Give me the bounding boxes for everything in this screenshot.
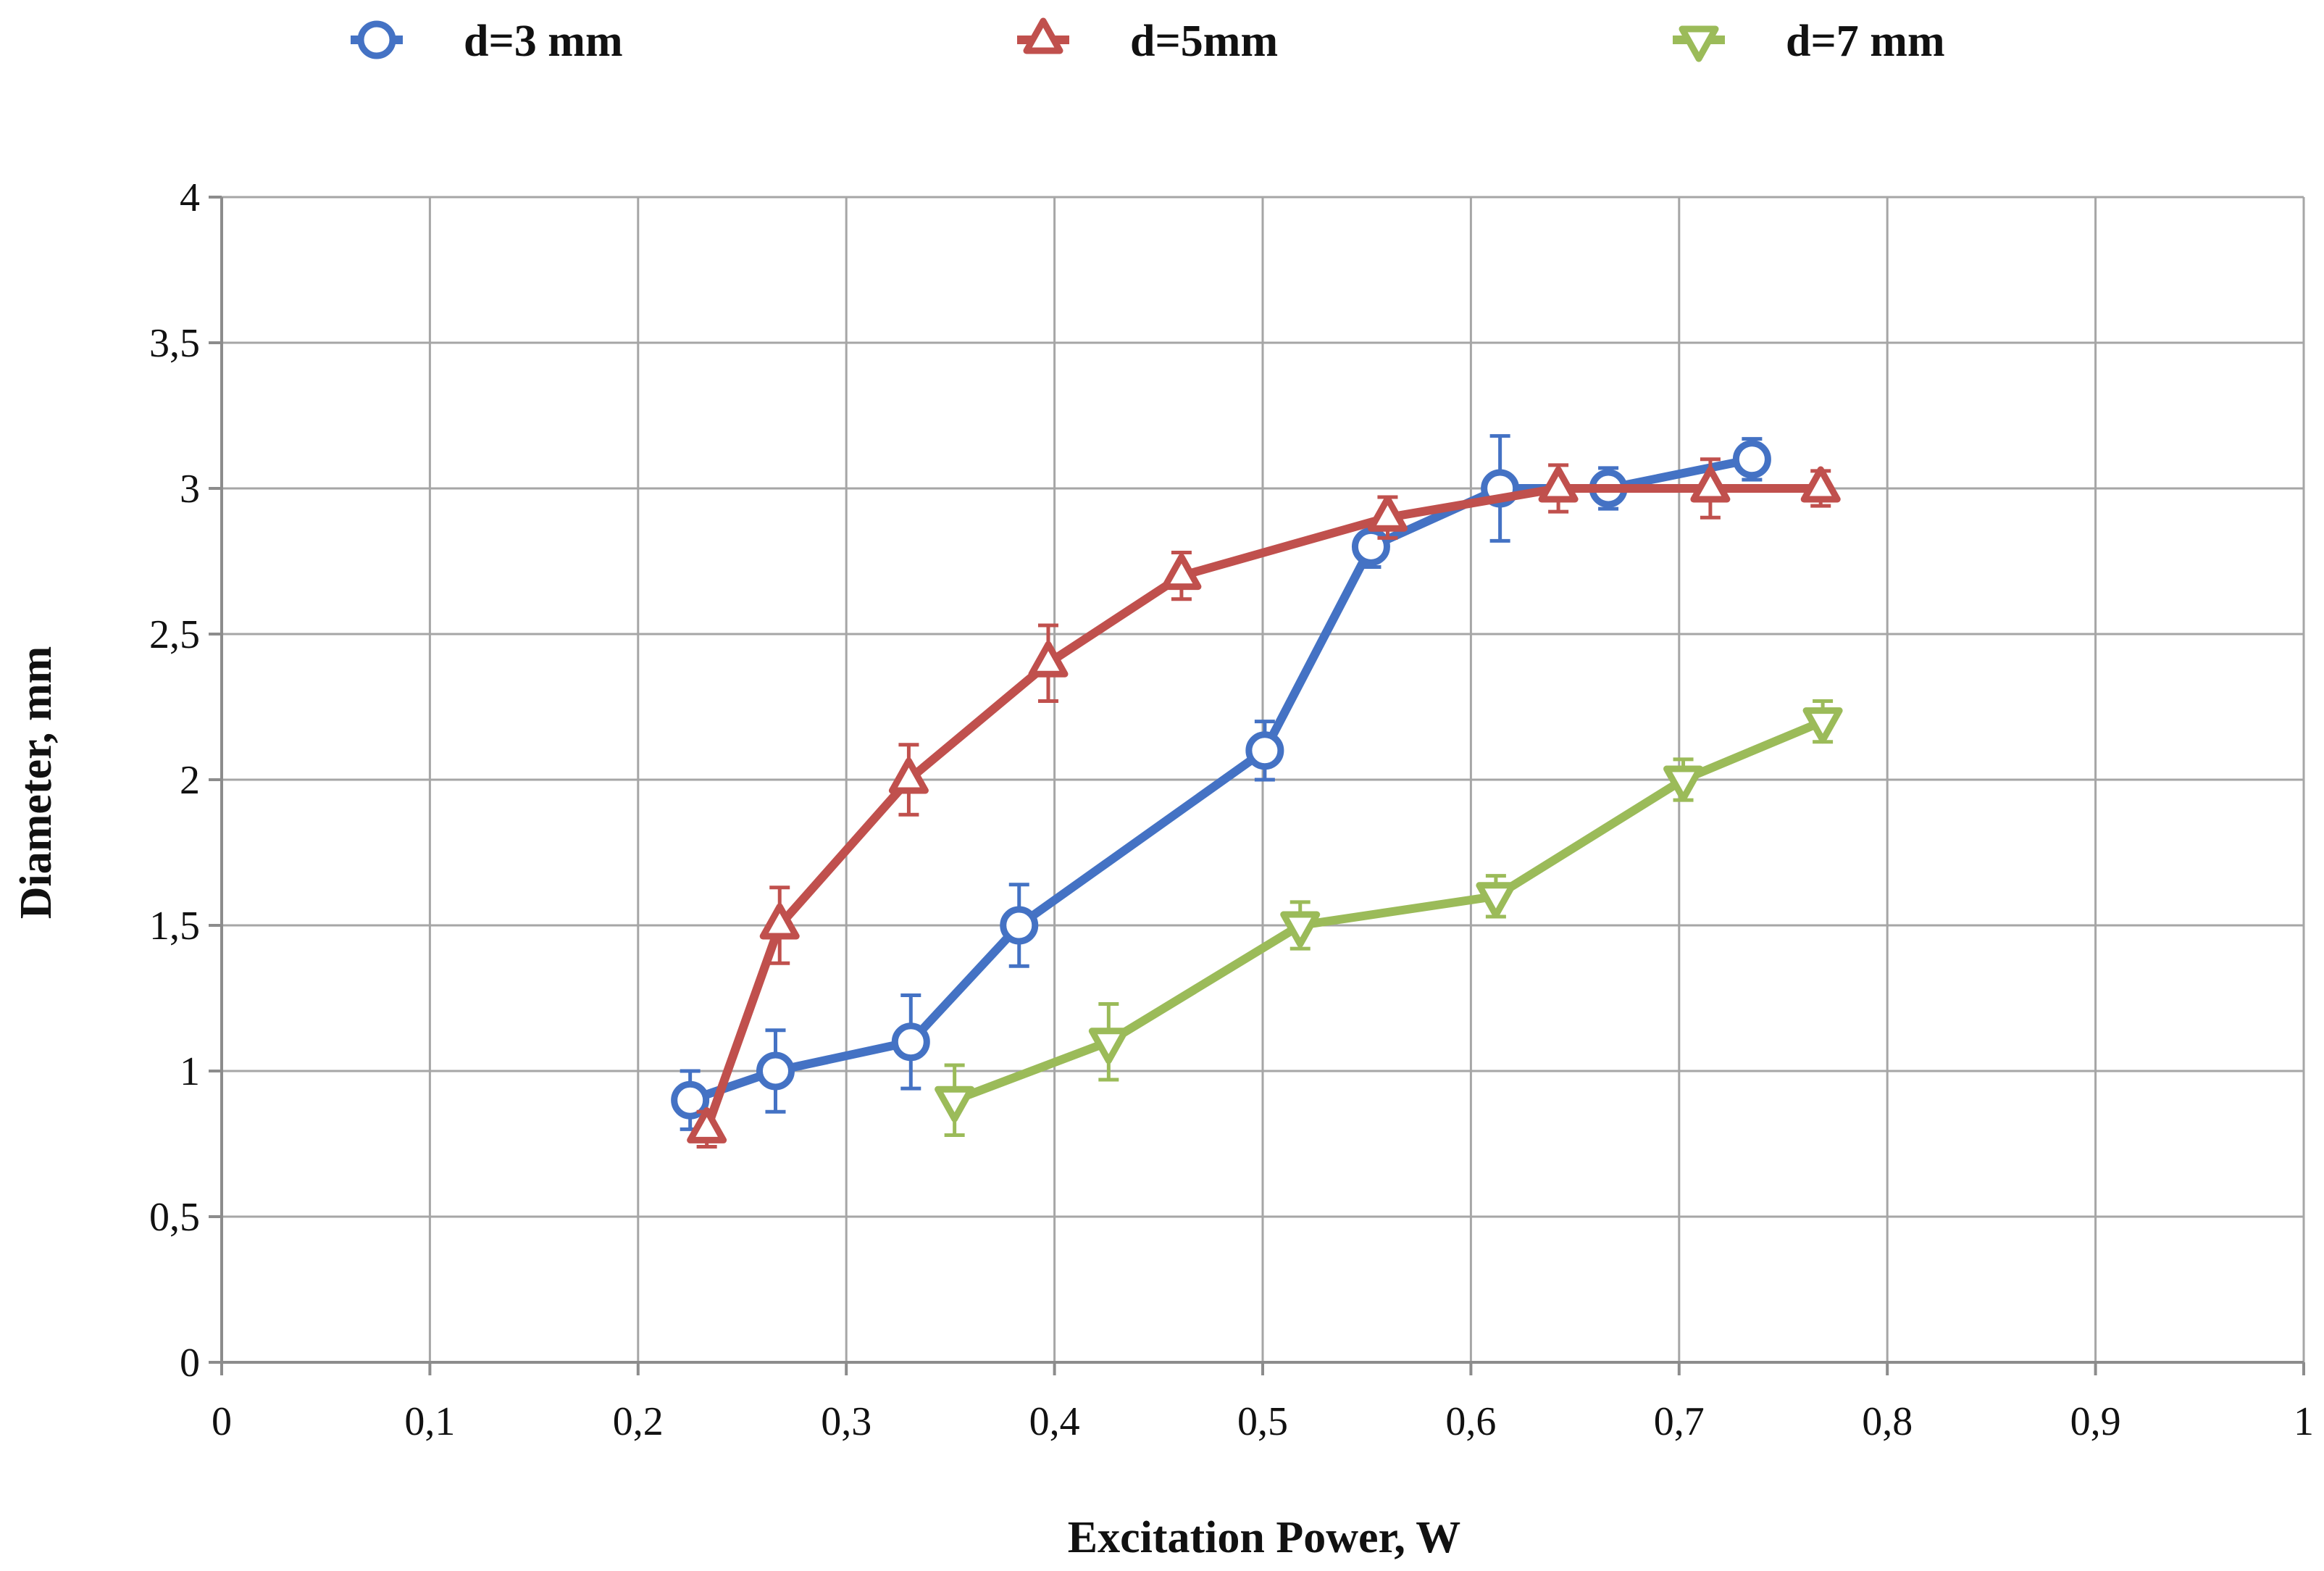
data-point bbox=[1802, 707, 1843, 744]
series-line bbox=[950, 717, 1828, 1105]
legend-label: d=3 mm bbox=[464, 17, 623, 66]
y-tick-label: 3 bbox=[180, 467, 200, 512]
legend-item-2: d=5mm bbox=[1017, 17, 1278, 66]
y-tick-label: 2 bbox=[180, 758, 200, 803]
x-tick-label: 0,3 bbox=[821, 1399, 872, 1444]
data-point bbox=[935, 1085, 975, 1122]
data-point bbox=[888, 757, 929, 794]
data-point bbox=[759, 903, 800, 940]
data-point bbox=[1367, 495, 1408, 532]
data-point bbox=[1538, 466, 1579, 503]
data-point bbox=[1663, 765, 1704, 802]
data-point bbox=[1088, 1028, 1129, 1064]
series-1 bbox=[671, 434, 1771, 1131]
x-tick-label: 1 bbox=[2294, 1399, 2314, 1444]
data-point bbox=[671, 1080, 710, 1120]
data-point bbox=[1476, 882, 1516, 919]
x-tick-label: 0,9 bbox=[2070, 1399, 2121, 1444]
x-tick-label: 0,8 bbox=[1862, 1399, 1913, 1444]
x-tick-label: 0,7 bbox=[1654, 1399, 1705, 1444]
data-point bbox=[1732, 440, 1771, 479]
data-point bbox=[756, 1051, 795, 1091]
data-point bbox=[1690, 466, 1731, 503]
legend-item-3: d=7 mm bbox=[1673, 17, 1945, 66]
y-tick-label: 0,5 bbox=[149, 1195, 200, 1240]
x-tick-label: 0,1 bbox=[404, 1399, 455, 1444]
y-tick-label: 0 bbox=[180, 1341, 200, 1385]
series-3 bbox=[935, 699, 1843, 1137]
legend-item-1: d=3 mm bbox=[351, 17, 623, 66]
tick-labels: 0 0,5 1 1,5 2 2,5 3 3,5 4 0 0,1 0,2 0,3 0,4 0,5 0,6 0,7 0… bbox=[149, 175, 2314, 1444]
data-point bbox=[1028, 641, 1069, 678]
series-2 bbox=[687, 457, 1841, 1149]
x-tick-label: 0,2 bbox=[613, 1399, 664, 1444]
x-tick-label: 0,6 bbox=[1445, 1399, 1496, 1444]
legend-label: d=7 mm bbox=[1786, 17, 1945, 66]
data-point bbox=[1245, 731, 1284, 770]
axes bbox=[209, 196, 2305, 1375]
x-tick-label: 0,5 bbox=[1237, 1399, 1288, 1444]
y-axis-title: Diameter, mm bbox=[12, 646, 61, 919]
legend-marker bbox=[1679, 25, 1719, 62]
y-tick-label: 2,5 bbox=[149, 612, 200, 657]
data-point bbox=[891, 1022, 930, 1062]
data-series bbox=[671, 434, 1843, 1149]
data-point bbox=[1000, 906, 1039, 945]
legend-marker bbox=[1023, 17, 1063, 54]
y-tick-label: 1,5 bbox=[149, 904, 200, 949]
legend-marker bbox=[357, 20, 396, 59]
data-point bbox=[687, 1107, 727, 1143]
data-point bbox=[1351, 527, 1390, 566]
data-point bbox=[1800, 466, 1841, 503]
data-point bbox=[1161, 554, 1202, 591]
legend-label: d=5mm bbox=[1130, 17, 1278, 66]
x-axis-title: Excitation Power, W bbox=[1068, 1513, 1460, 1562]
data-point bbox=[1280, 911, 1321, 948]
x-tick-label: 0,4 bbox=[1029, 1399, 1080, 1444]
y-tick-label: 1 bbox=[180, 1049, 200, 1094]
y-tick-label: 3,5 bbox=[149, 321, 200, 366]
x-tick-label: 0 bbox=[212, 1399, 232, 1444]
legend: d=3 mm d=5mm d=7 mm bbox=[351, 17, 1945, 66]
y-tick-label: 4 bbox=[180, 175, 200, 220]
